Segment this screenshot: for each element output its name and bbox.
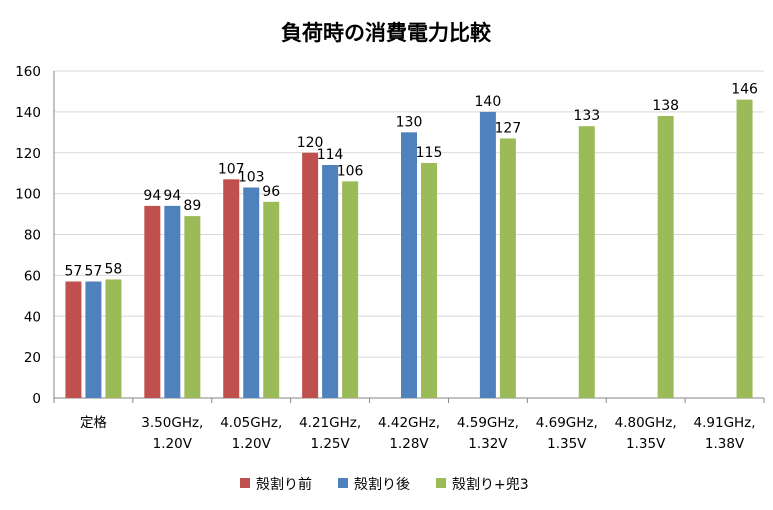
bar bbox=[65, 281, 82, 398]
data-label: 57 bbox=[65, 264, 83, 280]
data-label: 138 bbox=[652, 98, 679, 114]
legend-label: 殻割り前 bbox=[256, 476, 312, 493]
chart-title: 負荷時の消費電力比較 bbox=[281, 21, 492, 45]
bar bbox=[736, 99, 753, 399]
data-label: 120 bbox=[297, 135, 324, 151]
bar bbox=[223, 179, 240, 398]
bars bbox=[65, 99, 753, 399]
bar bbox=[184, 216, 201, 398]
x-tick-label: 3.50GHz, bbox=[141, 415, 203, 431]
x-tick-label: 4.91GHz, bbox=[694, 415, 756, 431]
y-tick-label: 100 bbox=[15, 187, 41, 203]
data-label: 146 bbox=[731, 82, 758, 98]
data-label: 106 bbox=[337, 163, 364, 179]
data-label: 57 bbox=[85, 264, 103, 280]
data-label: 94 bbox=[143, 188, 161, 204]
x-tick-label: 1.25V bbox=[310, 436, 350, 452]
bar bbox=[144, 205, 161, 398]
data-label: 89 bbox=[183, 198, 201, 214]
x-tick-label: 1.32V bbox=[468, 436, 508, 452]
x-tick-label: 4.59GHz, bbox=[457, 415, 519, 431]
bar bbox=[322, 165, 339, 398]
x-tick-label: 1.20V bbox=[232, 436, 272, 452]
x-tick-label: 4.80GHz, bbox=[615, 415, 677, 431]
legend-swatch bbox=[240, 478, 250, 488]
bar bbox=[263, 201, 280, 398]
y-tick-label: 160 bbox=[15, 64, 41, 80]
data-label: 94 bbox=[163, 188, 181, 204]
data-label: 58 bbox=[105, 261, 123, 277]
x-tick-label: 4.42GHz, bbox=[378, 415, 440, 431]
bar bbox=[243, 187, 260, 398]
x-tick-label: 4.21GHz, bbox=[299, 415, 361, 431]
legend: 殻割り前 殻割り後 殻割り+兜3 bbox=[240, 476, 529, 493]
bar bbox=[105, 279, 122, 398]
legend-item: 殻割り+兜3 bbox=[436, 476, 529, 493]
bar bbox=[499, 138, 516, 398]
bar bbox=[401, 132, 417, 398]
bar bbox=[164, 205, 181, 398]
y-tick-label: 60 bbox=[24, 268, 41, 284]
bar bbox=[342, 181, 359, 398]
y-tick-label: 20 bbox=[24, 350, 41, 366]
data-label: 107 bbox=[218, 161, 245, 177]
bar bbox=[85, 281, 102, 398]
data-label: 140 bbox=[475, 94, 502, 110]
category-labels: 定格 3.50GHz, 1.20V 4.05GHz, 1.20V 4.21GHz, 1.25… bbox=[80, 415, 756, 452]
data-label: 133 bbox=[573, 108, 600, 124]
data-label: 103 bbox=[238, 169, 265, 185]
y-tick-label: 0 bbox=[32, 391, 41, 407]
y-tick-label: 80 bbox=[24, 228, 41, 244]
data-label: 96 bbox=[262, 184, 280, 200]
x-tick-label: 定格 bbox=[80, 415, 107, 431]
data-label: 114 bbox=[317, 147, 344, 163]
legend-label: 殻割り後 bbox=[354, 476, 410, 493]
legend-swatch bbox=[338, 478, 348, 488]
bar bbox=[479, 111, 496, 398]
x-tick-label: 1.28V bbox=[389, 436, 429, 452]
data-label: 115 bbox=[416, 145, 443, 161]
bar bbox=[302, 152, 319, 398]
legend-swatch bbox=[436, 478, 446, 488]
bar bbox=[421, 162, 437, 398]
x-tick-label: 4.05GHz, bbox=[220, 415, 282, 431]
y-tick-label: 120 bbox=[15, 146, 41, 162]
bar bbox=[578, 126, 595, 399]
data-label: 130 bbox=[396, 114, 423, 130]
x-tick-label: 1.20V bbox=[153, 436, 193, 452]
x-tick-label: 4.69GHz, bbox=[536, 415, 598, 431]
y-tick-label: 40 bbox=[24, 309, 41, 325]
x-tick-label: 1.38V bbox=[705, 436, 745, 452]
bar bbox=[657, 115, 674, 399]
data-label: 127 bbox=[495, 120, 522, 136]
x-tick-label: 1.35V bbox=[547, 436, 587, 452]
axes: 0 20 40 60 80 100 120 140 160 bbox=[15, 64, 765, 407]
x-tick-label: 1.35V bbox=[626, 436, 666, 452]
legend-label: 殻割り+兜3 bbox=[452, 476, 529, 493]
legend-item: 殻割り前 bbox=[240, 476, 312, 493]
legend-item: 殻割り後 bbox=[338, 476, 410, 493]
y-tick-label: 140 bbox=[15, 105, 41, 121]
